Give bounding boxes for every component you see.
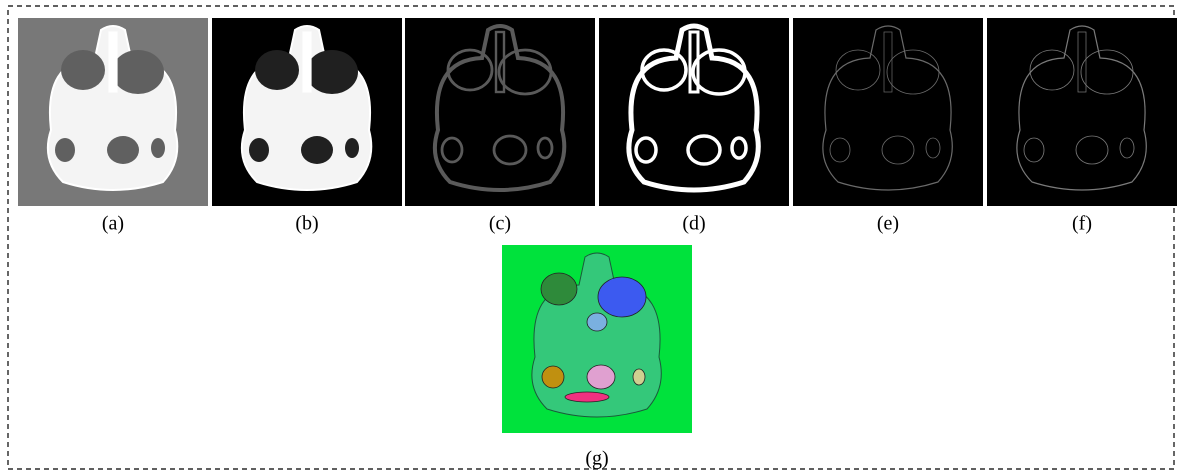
panel-label: (f) xyxy=(1072,213,1092,235)
panel-label: (e) xyxy=(877,213,899,235)
head-outline xyxy=(822,25,953,191)
structure xyxy=(306,50,358,94)
structure xyxy=(55,138,75,162)
panel-image xyxy=(599,18,789,206)
structure xyxy=(107,136,139,164)
structure xyxy=(1029,49,1075,91)
midline xyxy=(494,30,506,94)
panel: (f) xyxy=(987,18,1177,235)
dashed-frame xyxy=(7,5,1175,470)
region xyxy=(586,312,608,332)
head-outline xyxy=(1016,25,1147,191)
panel: (d) xyxy=(599,18,789,235)
midline xyxy=(688,30,700,94)
panel: (c) xyxy=(405,18,595,235)
panel-image xyxy=(987,18,1177,206)
head-outline xyxy=(626,23,761,193)
panel-label: (d) xyxy=(682,213,705,235)
panel-label: (b) xyxy=(295,213,318,235)
midline xyxy=(302,31,312,93)
structure xyxy=(925,137,941,159)
structure xyxy=(440,136,464,164)
structure xyxy=(730,136,748,160)
panel: (b) xyxy=(212,18,402,235)
panel-label: (g) xyxy=(585,448,608,470)
panel-label: (a) xyxy=(102,213,124,235)
panel-image xyxy=(793,18,983,206)
midline xyxy=(108,31,118,93)
panels: (a) (b) (c) (d) (e) (f) (g) xyxy=(18,18,1177,470)
structure xyxy=(446,48,494,92)
structure xyxy=(881,135,915,165)
structure xyxy=(249,138,269,162)
structure xyxy=(1075,135,1109,165)
structure xyxy=(301,136,333,164)
structure xyxy=(151,138,165,158)
structure xyxy=(492,134,528,166)
structure xyxy=(112,50,164,94)
head-outline xyxy=(433,24,567,192)
panel-label: (c) xyxy=(489,213,511,235)
structure xyxy=(634,136,658,164)
region xyxy=(541,365,565,389)
structure xyxy=(536,136,554,160)
structure xyxy=(345,138,359,158)
region xyxy=(632,368,646,386)
structure xyxy=(829,137,851,163)
structure xyxy=(61,50,105,90)
midline xyxy=(883,31,893,93)
structure xyxy=(640,48,688,92)
midline xyxy=(1077,31,1087,93)
panel: (e) xyxy=(793,18,983,235)
structure xyxy=(686,134,722,166)
structure xyxy=(886,49,940,95)
panel: (g) xyxy=(502,245,692,470)
region xyxy=(540,272,578,306)
structure xyxy=(1023,137,1045,163)
structure xyxy=(255,50,299,90)
region xyxy=(597,276,647,318)
structure xyxy=(497,48,553,96)
panel-image xyxy=(405,18,595,206)
region xyxy=(586,364,616,390)
structure xyxy=(835,49,881,91)
panel: (a) xyxy=(18,18,208,235)
structure xyxy=(1080,49,1134,95)
structure xyxy=(691,48,747,96)
region xyxy=(564,391,610,403)
structure xyxy=(1119,137,1135,159)
